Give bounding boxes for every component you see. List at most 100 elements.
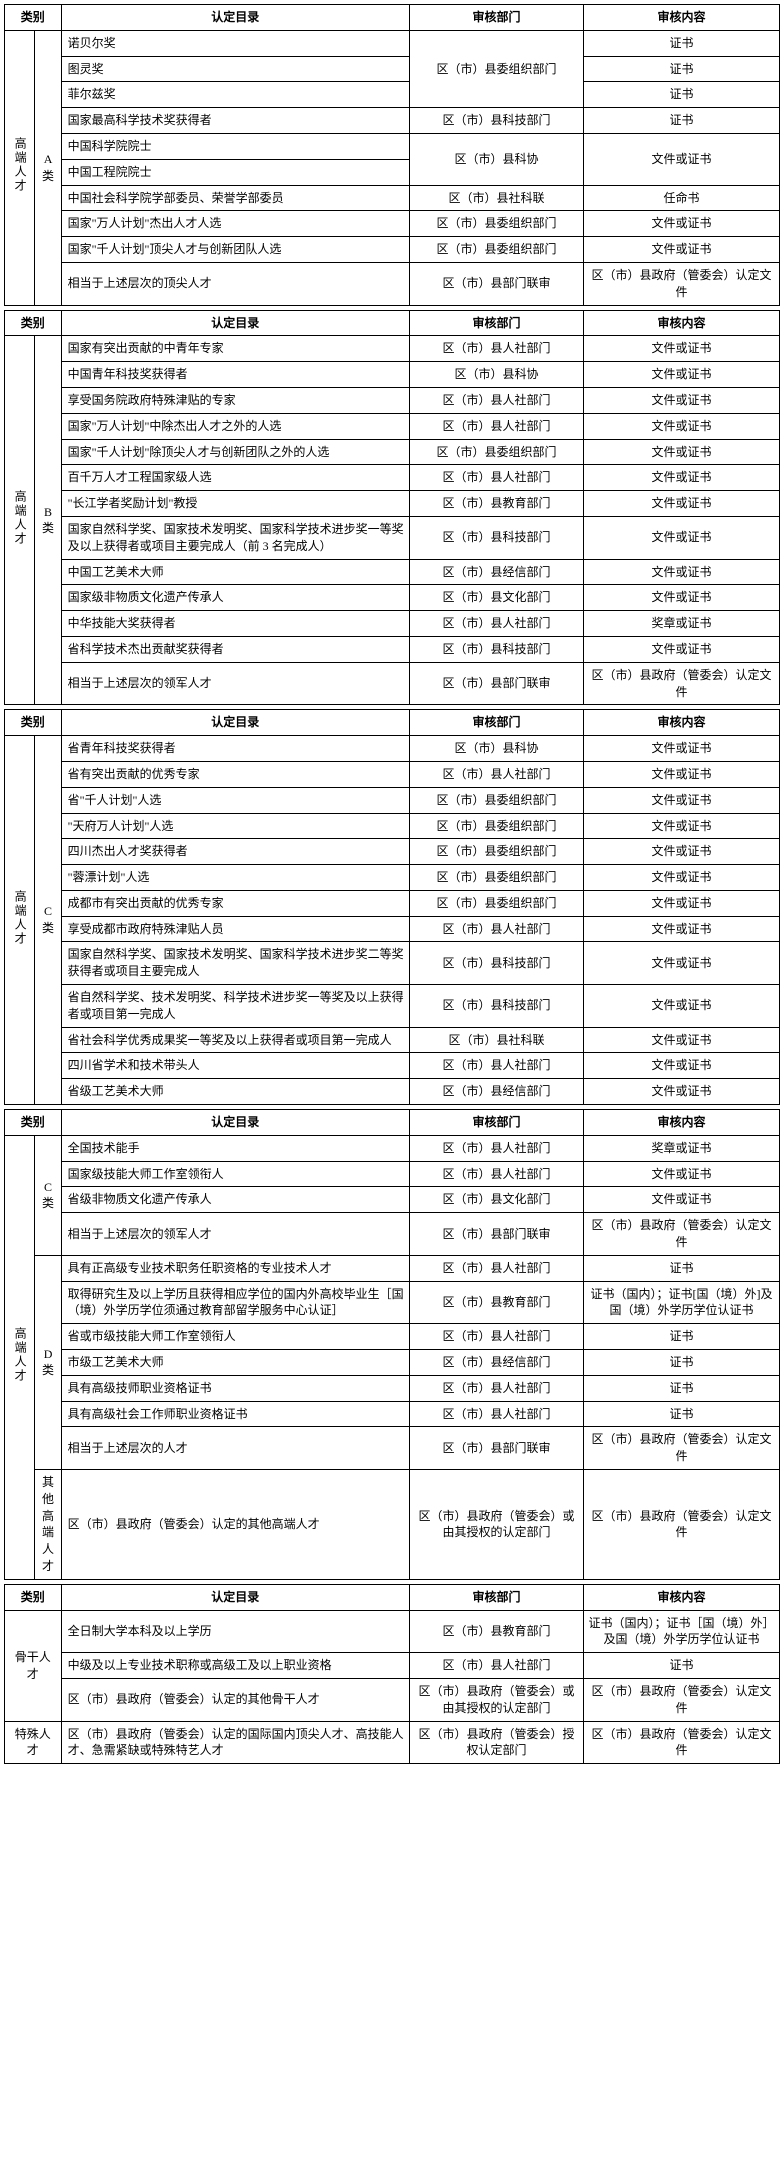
catalog-cell: 四川省学术和技术带头人 — [61, 1053, 409, 1079]
catalog-cell: 省级工艺美术大师 — [61, 1079, 409, 1105]
table-row: 省级工艺美术大师区（市）县经信部门文件或证书 — [5, 1079, 780, 1105]
table-row: 具有高级技师职业资格证书区（市）县人社部门证书 — [5, 1375, 780, 1401]
content-cell: 文件或证书 — [584, 787, 780, 813]
dept-cell: 区（市）县委组织部门 — [409, 839, 583, 865]
catalog-cell: 中国青年科技奖获得者 — [61, 362, 409, 388]
table-row: 具有高级社会工作师职业资格证书区（市）县人社部门证书 — [5, 1401, 780, 1427]
table-row: 区（市）县政府（管委会）认定的其他骨干人才区（市）县政府（管委会）或由其授权的认… — [5, 1678, 780, 1721]
catalog-cell: 国家有突出贡献的中青年专家 — [61, 336, 409, 362]
table-row: 享受成都市政府特殊津贴人员区（市）县人社部门文件或证书 — [5, 916, 780, 942]
table-row: "长江学者奖励计划"教授区（市）县教育部门文件或证书 — [5, 491, 780, 517]
catalog-cell: 国家"千人计划"除顶尖人才与创新团队之外的人选 — [61, 439, 409, 465]
dept-cell: 区（市）县委组织部门 — [409, 890, 583, 916]
catalog-cell: 省自然科学奖、技术发明奖、科学技术进步奖一等奖及以上获得者或项目第一完成人 — [61, 985, 409, 1028]
content-cell: 证书 — [584, 30, 780, 56]
content-cell: 文件或证书 — [584, 636, 780, 662]
content-cell: 奖章或证书 — [584, 611, 780, 637]
content-cell: 文件或证书 — [584, 736, 780, 762]
dept-cell: 区（市）县委组织部门 — [409, 813, 583, 839]
table-row: D 类具有正高级专业技术职务任职资格的专业技术人才区（市）县人社部门证书 — [5, 1255, 780, 1281]
table-row: 百千万人才工程国家级人选区（市）县人社部门文件或证书 — [5, 465, 780, 491]
dept-cell: 区（市）县教育部门 — [409, 491, 583, 517]
table-row: 享受国务院政府特殊津贴的专家区（市）县人社部门文件或证书 — [5, 387, 780, 413]
table-row: 国家级技能大师工作室领衔人区（市）县人社部门文件或证书 — [5, 1161, 780, 1187]
dept-cell: 区（市）县科协 — [409, 362, 583, 388]
table-row: 中级及以上专业技术职称或高级工及以上职业资格区（市）县人社部门证书 — [5, 1653, 780, 1679]
content-cell: 文件或证书 — [584, 336, 780, 362]
table-row: 中国工艺美术大师区（市）县经信部门文件或证书 — [5, 559, 780, 585]
content-cell: 文件或证书 — [584, 865, 780, 891]
table-row: 相当于上述层次的人才区（市）县部门联审区（市）县政府（管委会）认定文件 — [5, 1427, 780, 1470]
group-label: 高端人才 — [5, 1135, 35, 1579]
table-row: 四川杰出人才奖获得者区（市）县委组织部门文件或证书 — [5, 839, 780, 865]
table-row: 高端人才C 类全国技术能手区（市）县人社部门奖章或证书 — [5, 1135, 780, 1161]
sub-label: B 类 — [35, 336, 61, 705]
dept-cell: 区（市）县社科联 — [409, 1027, 583, 1053]
catalog-cell: 省青年科技奖获得者 — [61, 736, 409, 762]
content-cell: 文件或证书 — [584, 1079, 780, 1105]
content-cell: 区（市）县政府（管委会）认定文件 — [584, 662, 780, 705]
table-row: 中国科学院院士区（市）县科协文件或证书 — [5, 133, 780, 159]
dept-cell: 区（市）县科技部门 — [409, 636, 583, 662]
table-row: 国家"万人计划"杰出人才人选区（市）县委组织部门文件或证书 — [5, 211, 780, 237]
content-cell: 文件或证书 — [584, 559, 780, 585]
table-row: 中华技能大奖获得者区（市）县人社部门奖章或证书 — [5, 611, 780, 637]
header-row: 类别 认定目录 审核部门 审核内容 — [5, 1584, 780, 1610]
dept-cell: 区（市）县科技部门 — [409, 516, 583, 559]
content-cell: 文件或证书 — [584, 387, 780, 413]
dept-cell: 区（市）县委组织部门 — [409, 865, 583, 891]
catalog-cell: "天府万人计划"人选 — [61, 813, 409, 839]
content-cell: 文件或证书 — [584, 839, 780, 865]
dept-cell: 区（市）县人社部门 — [409, 465, 583, 491]
table-c: 类别 认定目录 审核部门 审核内容 高端人才C 类省青年科技奖获得者区（市）县科… — [4, 709, 780, 1105]
table-row: 高端人才B 类国家有突出贡献的中青年专家区（市）县人社部门文件或证书 — [5, 336, 780, 362]
dept-cell: 区（市）县经信部门 — [409, 559, 583, 585]
table-row: 省"千人计划"人选区（市）县委组织部门文件或证书 — [5, 787, 780, 813]
table-row: 省或市级技能大师工作室领衔人区（市）县人社部门证书 — [5, 1324, 780, 1350]
content-cell: 文件或证书 — [584, 916, 780, 942]
header-row: 类别 认定目录 审核部门 审核内容 — [5, 5, 780, 31]
dept-cell: 区（市）县经信部门 — [409, 1079, 583, 1105]
sub-label: C 类 — [35, 736, 61, 1105]
table-row: 省自然科学奖、技术发明奖、科学技术进步奖一等奖及以上获得者或项目第一完成人区（市… — [5, 985, 780, 1028]
table-row: 国家"万人计划"中除杰出人才之外的人选区（市）县人社部门文件或证书 — [5, 413, 780, 439]
group-label: 高端人才 — [5, 336, 35, 705]
catalog-cell: 百千万人才工程国家级人选 — [61, 465, 409, 491]
dept-cell: 区（市）县委组织部门 — [409, 439, 583, 465]
dept-cell: 区（市）县人社部门 — [409, 1053, 583, 1079]
table-row: 国家自然科学奖、国家技术发明奖、国家科学技术进步奖一等奖及以上获得者或项目主要完… — [5, 516, 780, 559]
content-cell: 文件或证书 — [584, 491, 780, 517]
table-row: "蓉漂计划"人选区（市）县委组织部门文件或证书 — [5, 865, 780, 891]
catalog-cell: 相当于上述层次的领军人才 — [61, 662, 409, 705]
h-catalog: 认定目录 — [61, 5, 409, 31]
sub-label: C 类 — [35, 1135, 61, 1255]
catalog-cell: 省科学技术杰出贡献奖获得者 — [61, 636, 409, 662]
catalog-cell: "长江学者奖励计划"教授 — [61, 491, 409, 517]
content-cell: 文件或证书 — [584, 413, 780, 439]
table-row: 相当于上述层次的领军人才区（市）县部门联审区（市）县政府（管委会）认定文件 — [5, 662, 780, 705]
catalog-cell: 国家级非物质文化遗产传承人 — [61, 585, 409, 611]
header-row: 类别 认定目录 审核部门 审核内容 — [5, 1110, 780, 1136]
catalog-cell: 诺贝尔奖 — [61, 30, 409, 56]
table-row: 省科学技术杰出贡献奖获得者区（市）县科技部门文件或证书 — [5, 636, 780, 662]
table-row: 省有突出贡献的优秀专家区（市）县人社部门文件或证书 — [5, 761, 780, 787]
dept-cell: 区（市）县人社部门 — [409, 413, 583, 439]
table-row: "天府万人计划"人选区（市）县委组织部门文件或证书 — [5, 813, 780, 839]
catalog-cell: 享受成都市政府特殊津贴人员 — [61, 916, 409, 942]
table-row: 图灵奖证书 — [5, 56, 780, 82]
table-row: 国家级非物质文化遗产传承人区（市）县文化部门文件或证书 — [5, 585, 780, 611]
dept-cell: 区（市）县部门联审 — [409, 662, 583, 705]
sub-label: 其他高端人才 — [35, 1470, 61, 1580]
dept-cell: 区（市）县科技部门 — [409, 985, 583, 1028]
table-row: 省级非物质文化遗产传承人区（市）县文化部门文件或证书 — [5, 1187, 780, 1213]
dept-cell: 区（市）县委组织部门 — [409, 787, 583, 813]
table-cd: 类别 认定目录 审核部门 审核内容 高端人才C 类全国技术能手区（市）县人社部门… — [4, 1109, 780, 1580]
table-row: 高端人才C 类省青年科技奖获得者区（市）县科协文件或证书 — [5, 736, 780, 762]
table-b: 类别 认定目录 审核部门 审核内容 高端人才B 类国家有突出贡献的中青年专家区（… — [4, 310, 780, 706]
table-row: 中国青年科技奖获得者区（市）县科协文件或证书 — [5, 362, 780, 388]
table-row: 国家最高科学技术奖获得者区（市）县科技部门证书 — [5, 108, 780, 134]
content-cell: 文件或证书 — [584, 761, 780, 787]
table-row: 国家"千人计划"除顶尖人才与创新团队之外的人选区（市）县委组织部门文件或证书 — [5, 439, 780, 465]
table-row: 菲尔兹奖证书 — [5, 82, 780, 108]
table-gt: 类别 认定目录 审核部门 审核内容 骨干人才全日制大学本科及以上学历区（市）县教… — [4, 1584, 780, 1764]
